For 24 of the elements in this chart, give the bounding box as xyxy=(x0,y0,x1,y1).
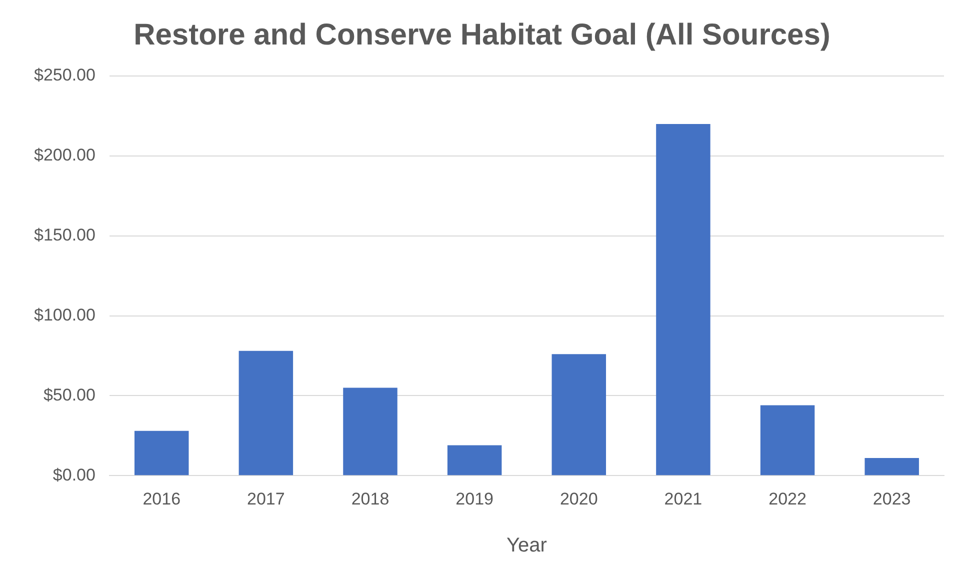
bar xyxy=(134,430,189,476)
x-axis-title: Year xyxy=(506,534,548,557)
y-tick-label: $50.00 xyxy=(43,385,96,404)
bar xyxy=(864,458,919,476)
x-tick-label: 2016 xyxy=(142,489,181,508)
chart-title: Restore and Conserve Habitat Goal (All Sources) xyxy=(134,18,830,52)
x-tick-label: 2017 xyxy=(247,489,285,508)
bar xyxy=(552,354,606,476)
y-tick-label: $150.00 xyxy=(34,226,96,245)
bar xyxy=(760,405,815,476)
x-tick-label: 2019 xyxy=(456,489,494,508)
x-tick-label: 2021 xyxy=(664,489,702,508)
y-tick-label: $100.00 xyxy=(34,305,96,324)
x-tick-label: 2020 xyxy=(560,489,598,508)
x-tick-label: 2018 xyxy=(351,489,390,508)
bar xyxy=(238,350,294,476)
bar xyxy=(447,445,502,476)
x-tick-label: 2023 xyxy=(872,489,911,508)
x-tick-label: 2022 xyxy=(768,489,806,508)
y-tick-label: $200.00 xyxy=(34,146,96,165)
y-tick-label: $250.00 xyxy=(34,66,96,85)
bar xyxy=(656,124,710,476)
bar xyxy=(343,388,398,476)
y-tick-label: $0.00 xyxy=(52,465,96,484)
